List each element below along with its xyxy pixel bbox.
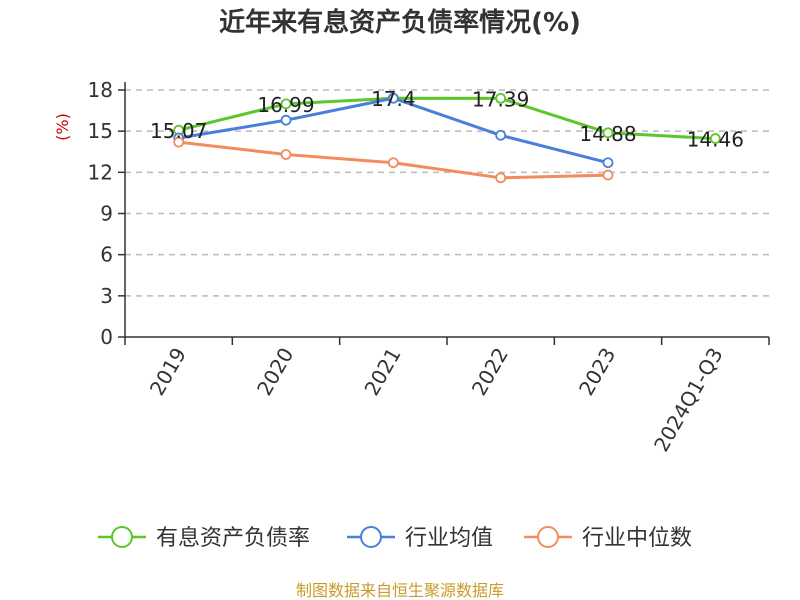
data-point bbox=[709, 133, 721, 144]
legend-label: 有息资产负债率 bbox=[156, 526, 310, 551]
data-point bbox=[602, 157, 614, 169]
series-line bbox=[178, 96, 716, 141]
y-tick-label: 18 bbox=[88, 78, 113, 102]
y-tick-label: 12 bbox=[88, 160, 113, 184]
data-point bbox=[387, 157, 399, 169]
legend-marker bbox=[111, 526, 133, 548]
x-tick-label: 2023 bbox=[574, 344, 620, 400]
y-tick-label: 9 bbox=[100, 202, 113, 226]
x-tick-label: 2024Q1-Q3 bbox=[649, 344, 728, 456]
data-point bbox=[602, 127, 614, 139]
y-axis-label: (%) bbox=[53, 113, 72, 141]
gridlines bbox=[125, 89, 769, 297]
data-label: 17.4 bbox=[371, 87, 416, 111]
y-tick-label: 0 bbox=[100, 325, 113, 349]
series bbox=[173, 92, 721, 184]
data-label: 14.46 bbox=[687, 128, 744, 152]
y-tick-label: 3 bbox=[100, 284, 113, 308]
data-point bbox=[495, 92, 507, 104]
data-point bbox=[280, 114, 292, 126]
x-tick-label: 2022 bbox=[467, 343, 513, 399]
x-tick-label: 2019 bbox=[145, 344, 191, 400]
x-tick-label: 2021 bbox=[359, 344, 405, 400]
source-note: 制图数据来自恒生聚源数据库 bbox=[296, 581, 504, 600]
data-label: 14.88 bbox=[579, 122, 636, 146]
y-tick-label: 6 bbox=[100, 243, 113, 267]
y-tick-label: 15 bbox=[88, 119, 113, 143]
data-point bbox=[387, 92, 399, 104]
legend: 有息资产负债率 行业均值 行业中位数 bbox=[98, 526, 692, 551]
data-point bbox=[280, 149, 292, 160]
data-label: 15.07 bbox=[150, 119, 207, 143]
data-label: 17.39 bbox=[472, 87, 529, 111]
data-point bbox=[602, 169, 614, 181]
data-point bbox=[280, 98, 292, 110]
data-point bbox=[495, 172, 507, 184]
data-labels: 15.07 16.99 17.4 17.39 14.88 14.46 bbox=[150, 87, 744, 151]
data-point bbox=[173, 136, 185, 148]
data-point bbox=[495, 129, 507, 141]
legend-label: 行业中位数 bbox=[582, 526, 692, 551]
data-label: 16.99 bbox=[257, 93, 314, 117]
legend-marker bbox=[537, 526, 559, 548]
x-tick-label: 2020 bbox=[252, 344, 298, 400]
legend-label: 行业均值 bbox=[405, 526, 493, 551]
legend-marker bbox=[360, 526, 382, 548]
chart-title: 近年来有息资产负债率情况(%) bbox=[219, 7, 581, 38]
